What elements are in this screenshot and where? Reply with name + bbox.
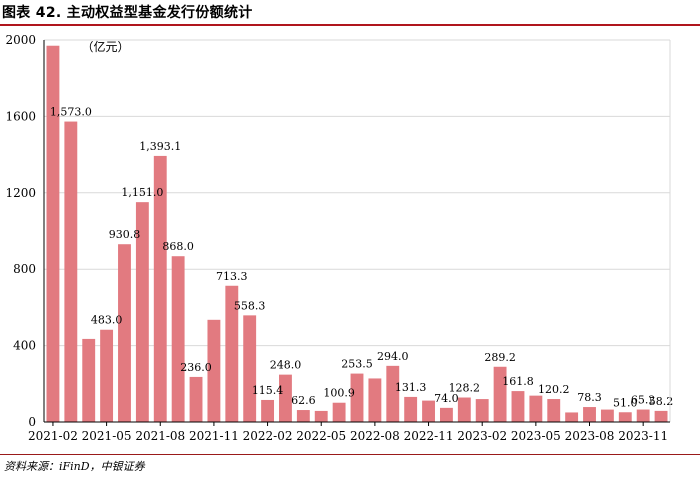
data-label: 131.3 bbox=[395, 381, 427, 394]
data-label: 930.8 bbox=[109, 228, 141, 241]
bar bbox=[547, 399, 561, 422]
bar bbox=[368, 378, 382, 422]
source-rule bbox=[0, 454, 700, 455]
x-tick-label: 2023-11 bbox=[618, 429, 668, 443]
unit-label: （亿元） bbox=[82, 39, 130, 54]
y-tick-label: 2000 bbox=[5, 33, 36, 47]
data-label: 62.6 bbox=[291, 394, 316, 407]
y-tick-label: 800 bbox=[13, 262, 36, 276]
x-tick-label: 2021-02 bbox=[28, 429, 78, 443]
data-label: 115.4 bbox=[252, 384, 284, 397]
bar bbox=[118, 244, 131, 422]
data-label: 120.2 bbox=[538, 383, 570, 396]
x-tick-label: 2023-08 bbox=[565, 429, 615, 443]
bar bbox=[439, 407, 453, 422]
bar bbox=[565, 412, 579, 422]
data-label: 74.0 bbox=[434, 392, 459, 405]
bar bbox=[386, 365, 400, 422]
data-label: 58.2 bbox=[649, 395, 674, 408]
x-tick-label: 2023-05 bbox=[511, 429, 561, 443]
y-tick-label: 0 bbox=[28, 415, 36, 429]
bar bbox=[82, 338, 96, 422]
y-tick-label: 1600 bbox=[5, 109, 36, 123]
bar bbox=[475, 399, 489, 422]
bar bbox=[404, 396, 418, 422]
x-tick-label: 2022-08 bbox=[350, 429, 400, 443]
data-label: 161.8 bbox=[502, 375, 534, 388]
data-label: 558.3 bbox=[234, 299, 266, 312]
x-tick-label: 2021-08 bbox=[135, 429, 185, 443]
bar bbox=[511, 391, 525, 422]
data-label: 100.9 bbox=[323, 387, 355, 400]
bar bbox=[64, 121, 78, 422]
bar bbox=[189, 376, 203, 422]
data-label: 51.0 bbox=[613, 396, 638, 409]
y-tick-label: 1200 bbox=[5, 186, 36, 200]
x-tick-label: 2021-11 bbox=[189, 429, 239, 443]
y-tick-label: 400 bbox=[13, 339, 36, 353]
figure-title: 图表 42. 主动权益型基金发行份额统计 bbox=[2, 5, 253, 21]
data-label: 1,151.0 bbox=[121, 186, 163, 199]
x-tick-label: 2023-02 bbox=[457, 429, 507, 443]
data-label: 236.0 bbox=[180, 361, 212, 374]
bar bbox=[46, 45, 60, 422]
bar bbox=[171, 256, 185, 422]
bar bbox=[350, 373, 364, 422]
data-label: 65.2 bbox=[631, 394, 656, 407]
bar bbox=[207, 319, 221, 422]
bar bbox=[153, 155, 167, 422]
data-label: 713.3 bbox=[216, 270, 248, 283]
bar bbox=[332, 402, 346, 422]
bar bbox=[135, 202, 149, 422]
bar bbox=[100, 329, 114, 422]
bar bbox=[261, 399, 275, 422]
x-tick-label: 2021-05 bbox=[82, 429, 132, 443]
bar bbox=[457, 397, 471, 422]
bar bbox=[529, 395, 543, 422]
x-tick-label: 2022-11 bbox=[404, 429, 454, 443]
axes: 0 400 800 1200 1600 2000 2021-02 2021-05 2021-08… bbox=[5, 33, 671, 443]
data-label: 1,573.0 bbox=[50, 106, 92, 119]
data-label: 294.0 bbox=[377, 350, 409, 363]
bar bbox=[636, 409, 650, 422]
bar bbox=[654, 410, 668, 422]
bars bbox=[46, 45, 668, 422]
x-tick-label: 2022-05 bbox=[296, 429, 346, 443]
data-label: 868.0 bbox=[162, 240, 194, 253]
bar bbox=[600, 409, 614, 422]
bar bbox=[225, 285, 239, 422]
bar bbox=[583, 407, 596, 422]
data-label: 289.2 bbox=[484, 351, 516, 364]
data-labels: 1,573.0 483.0 930.8 1,151.0 1,393.1 868.0 236.… bbox=[50, 106, 673, 410]
bar-chart: 1,573.0 483.0 930.8 1,151.0 1,393.1 868.0 236.… bbox=[5, 33, 673, 443]
source-note: 资料来源：iFinD，中银证券 bbox=[4, 460, 145, 473]
data-label: 128.2 bbox=[449, 382, 481, 395]
data-label: 78.3 bbox=[577, 391, 602, 404]
bar bbox=[422, 400, 435, 422]
data-label: 248.0 bbox=[270, 359, 302, 372]
x-tick-label: 2022-02 bbox=[243, 429, 293, 443]
bar bbox=[279, 374, 292, 422]
data-label: 483.0 bbox=[91, 314, 123, 327]
data-label: 253.5 bbox=[341, 358, 373, 371]
bar bbox=[296, 410, 310, 422]
data-label: 1,393.1 bbox=[139, 140, 181, 153]
bar bbox=[618, 412, 632, 422]
bar bbox=[243, 315, 257, 422]
bar bbox=[493, 366, 507, 422]
title-rule bbox=[0, 24, 700, 26]
bar bbox=[314, 410, 328, 422]
